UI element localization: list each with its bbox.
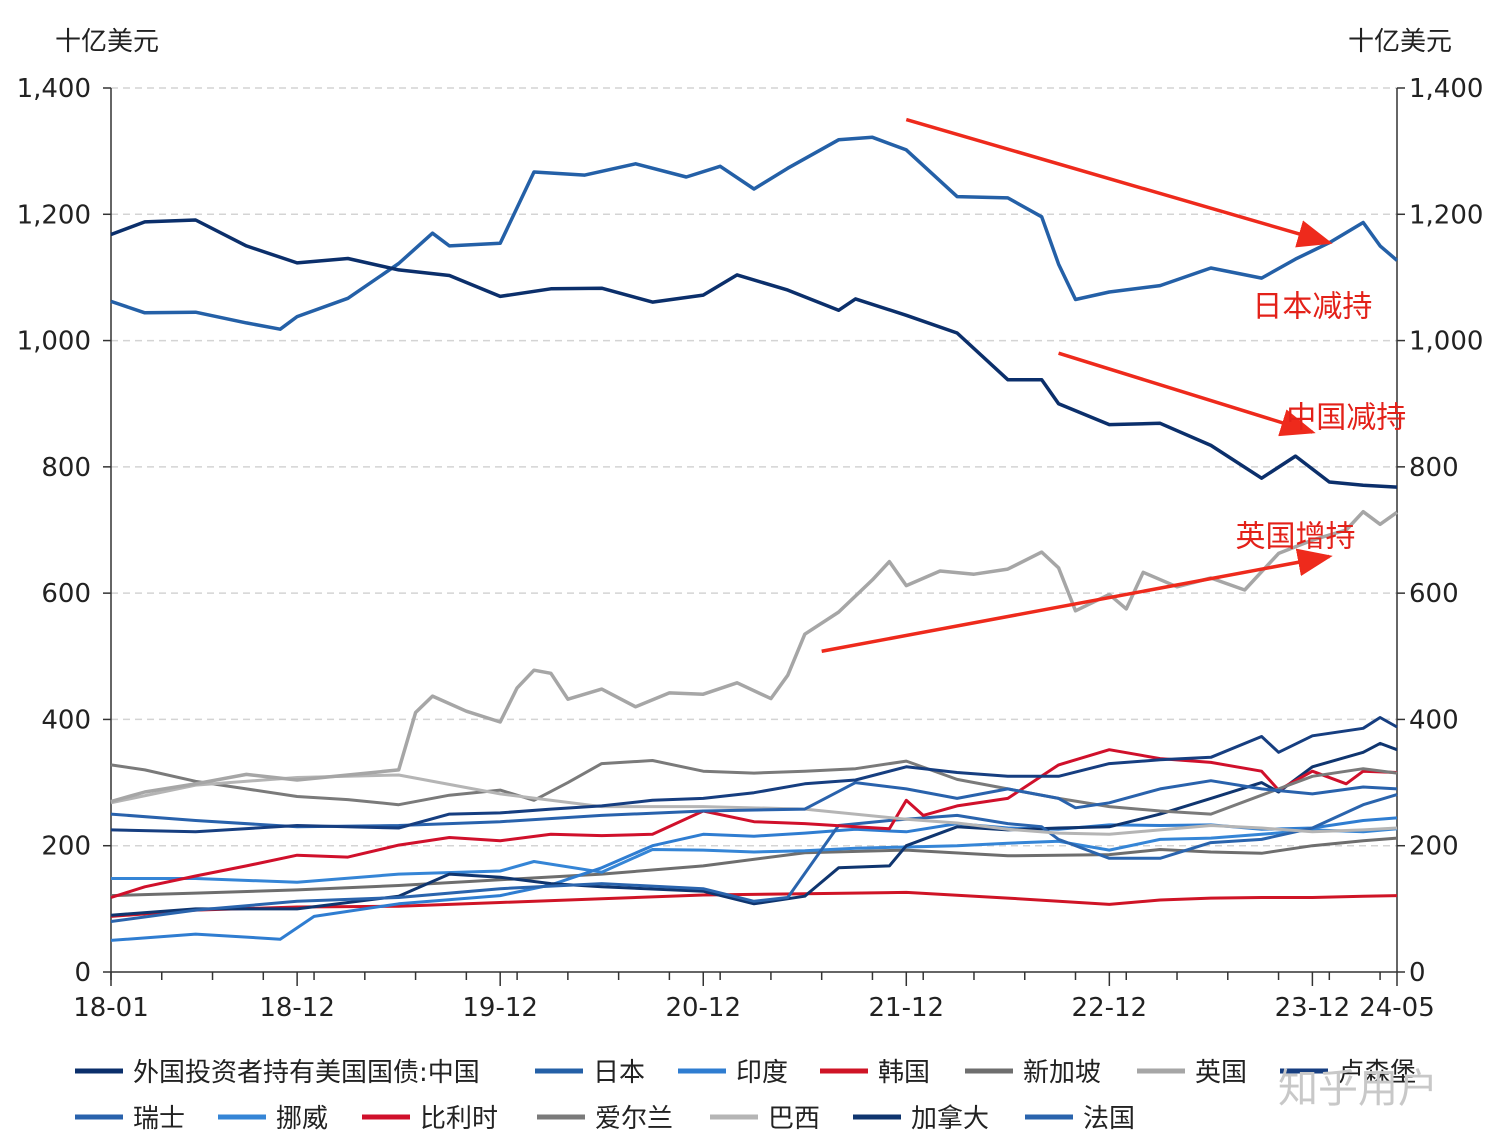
series-line [110, 748, 1398, 899]
legend-label: 巴西 [768, 1104, 820, 1134]
legend-label: 韩国 [878, 1058, 930, 1088]
x-tick-label: 18-12 [259, 993, 335, 1023]
legend-label: 卢森堡 [1338, 1058, 1416, 1088]
y-tick-label-left: 0 [74, 958, 91, 988]
x-tick-label: 24-05 [1359, 993, 1435, 1023]
y-tick-label-left: 200 [41, 832, 91, 862]
legend-label: 挪威 [276, 1104, 328, 1134]
y-tick-label-right: 200 [1409, 832, 1459, 862]
axes: 0 0 200 200 400 400 600 600 800 800 1,000 1,000 1,20… [17, 27, 1484, 1023]
y-tick-label-left: 800 [41, 453, 91, 483]
y-tick-label-left: 1,200 [17, 200, 91, 230]
legend-label: 加拿大 [911, 1104, 989, 1134]
y-tick-label-right: 1,000 [1409, 327, 1483, 357]
series-line [110, 816, 1398, 942]
y-tick-label-left: 600 [41, 579, 91, 609]
legend-label: 外国投资者持有美国国债:中国 [133, 1058, 480, 1088]
legend-label: 瑞士 [133, 1104, 185, 1134]
annotation-arrow [1058, 351, 1316, 437]
gridlines [111, 87, 1397, 847]
legend-label: 比利时 [420, 1104, 498, 1134]
legend-label: 印度 [736, 1058, 788, 1088]
annotation-arrows [821, 117, 1333, 653]
legend-label: 英国 [1195, 1058, 1247, 1088]
x-tick-label: 18-01 [73, 993, 149, 1023]
x-tick-label: 22-12 [1072, 993, 1148, 1023]
annotation-arrow [905, 117, 1333, 248]
series-line [110, 836, 1398, 898]
y-tick-label-right: 0 [1409, 958, 1426, 988]
y-tick-label-right: 800 [1409, 453, 1459, 483]
y-tick-label-left: 400 [41, 705, 91, 735]
x-tick-label: 21-12 [869, 993, 945, 1023]
x-tick-label: 23-12 [1275, 993, 1351, 1023]
annotation-label: 中国减持 [1286, 401, 1406, 436]
y-tick-label-right: 400 [1409, 705, 1459, 735]
annotation-arrow [821, 548, 1333, 653]
series-line [110, 716, 1398, 834]
series-line [111, 827, 1398, 884]
y-tick-label-right: 1,400 [1409, 74, 1483, 104]
legend-label: 新加坡 [1023, 1058, 1101, 1088]
y-unit-right: 十亿美元 [1348, 27, 1452, 57]
series-line [110, 793, 1398, 923]
y-tick-label-right: 600 [1409, 579, 1459, 609]
y-tick-label-left: 1,400 [17, 74, 91, 104]
series-line [110, 773, 1398, 836]
series-line [110, 890, 1398, 918]
legend-label: 日本 [593, 1058, 645, 1088]
y-tick-label-left: 1,000 [17, 327, 91, 357]
y-tick-label-right: 1,200 [1409, 200, 1483, 230]
annotation-label: 英国增持 [1235, 519, 1355, 554]
x-tick-label: 20-12 [665, 993, 741, 1023]
x-tick-label: 19-12 [462, 993, 538, 1023]
annotation-label: 日本减持 [1252, 290, 1372, 325]
y-unit-left: 十亿美元 [55, 27, 159, 57]
series-line [110, 779, 1398, 829]
series-line [110, 218, 1398, 489]
legend-label: 爱尔兰 [595, 1104, 673, 1134]
watermark: 知乎用户 [1278, 1066, 1438, 1112]
series-line [110, 135, 1399, 331]
series-lines [110, 135, 1399, 942]
legend-label: 法国 [1083, 1104, 1135, 1134]
series-line [110, 759, 1398, 816]
